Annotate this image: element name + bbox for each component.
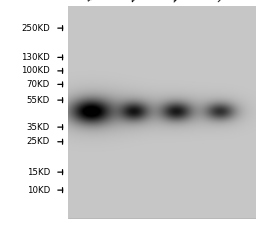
Text: 250KD: 250KD	[21, 24, 50, 33]
Text: 100KD: 100KD	[21, 66, 50, 75]
Text: 35KD: 35KD	[27, 123, 50, 132]
Text: 10ng: 10ng	[169, 0, 192, 4]
Text: 5ng: 5ng	[212, 0, 232, 4]
Text: 130KD: 130KD	[21, 53, 50, 62]
Text: 20ng: 20ng	[127, 0, 150, 4]
Bar	[68, 7, 256, 218]
Text: 15KD: 15KD	[27, 168, 50, 177]
Text: 25KD: 25KD	[27, 137, 50, 146]
Text: 40ng: 40ng	[84, 0, 108, 4]
Text: 70KD: 70KD	[27, 80, 50, 89]
Text: 55KD: 55KD	[27, 96, 50, 105]
Text: 10KD: 10KD	[27, 186, 50, 195]
